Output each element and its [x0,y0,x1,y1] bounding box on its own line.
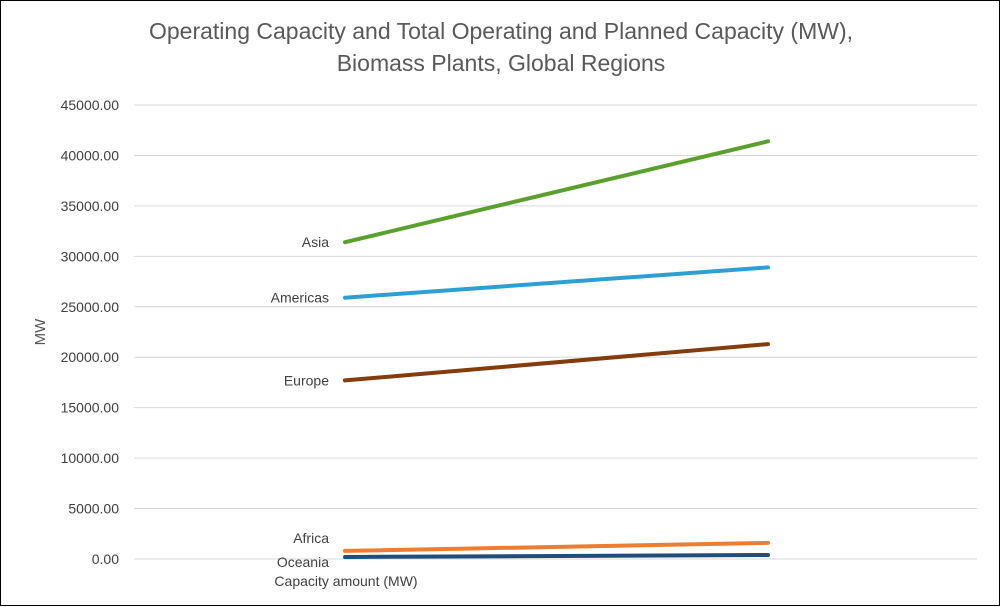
y-tick-label: 5000.00 [68,501,119,517]
y-tick-label: 20000.00 [61,349,120,365]
y-tick-label: 10000.00 [61,450,120,466]
y-tick-label: 30000.00 [61,248,120,264]
series-line-americas [343,265,770,300]
gridlines [134,104,977,560]
y-tick-label: 25000.00 [61,299,120,315]
series-lines [343,139,770,559]
series-line-asia [343,139,770,245]
series-label-oceania: Oceania [277,554,329,570]
series-label-europe: Europe [284,372,329,388]
series-line-oceania [343,552,770,559]
y-tick-label: 0.00 [92,551,119,567]
series-line-europe [343,342,770,383]
y-tick-label: 15000.00 [61,400,120,416]
series-label-asia: Asia [302,234,329,250]
y-tick-label: 45000.00 [61,97,120,113]
y-tick-label: 35000.00 [61,198,120,214]
series-label-americas: Americas [271,290,329,306]
series-labels: Asia Americas Europe Africa Oceania [271,234,330,570]
chart-title: Operating Capacity and Total Operating a… [1,15,1000,79]
y-axis-ticks: 45000.00 40000.00 35000.00 30000.00 25000.00… [61,97,120,567]
chart-title-line-1: Operating Capacity and Total Operating a… [148,18,853,44]
y-tick-label: 40000.00 [61,147,120,163]
x-axis-label: Capacity amount (MW) [274,573,417,589]
y-axis-label: MW [32,318,49,345]
series-line-africa [343,540,770,553]
chart-title-line-2: Biomass Plants, Global Regions [336,50,666,76]
series-label-africa: Africa [293,530,329,546]
